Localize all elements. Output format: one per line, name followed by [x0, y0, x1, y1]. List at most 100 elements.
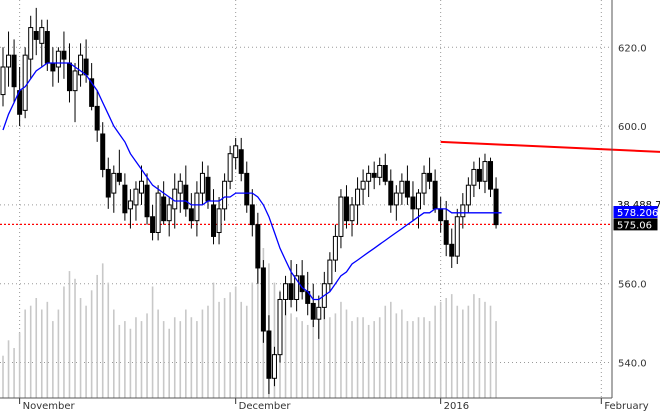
x-tick-label: February — [604, 401, 648, 412]
candle-body-up — [355, 188, 361, 206]
candle-body-down — [266, 330, 272, 379]
candle-body-down — [61, 50, 67, 60]
candle-body-down — [211, 204, 217, 237]
moving-average-line — [2, 62, 502, 301]
candle-body-down — [438, 208, 444, 222]
candle-body-up — [421, 172, 427, 194]
value-label-text: 38,488.76 — [617, 200, 660, 211]
candle-body-down — [371, 172, 377, 178]
candle-body-up — [55, 50, 61, 68]
candle-body-down — [89, 78, 95, 107]
value-label-box — [613, 218, 658, 231]
candle-body-up — [471, 168, 477, 186]
candle-body-down — [410, 196, 416, 210]
candle-body-up — [194, 192, 200, 222]
candle-body-down — [66, 62, 72, 92]
candle-body-up — [399, 180, 405, 194]
candle-body-up — [72, 70, 78, 92]
candle-body-up — [172, 188, 178, 210]
candle-body-down — [288, 283, 294, 300]
candle-body-down — [105, 168, 111, 198]
candle-body-up — [78, 54, 84, 76]
candle-body-up — [155, 192, 161, 233]
candle-body-up — [377, 165, 383, 178]
candle-body-down — [493, 188, 499, 226]
candle-body-down — [404, 180, 410, 198]
candle-body-up — [271, 354, 277, 379]
candle-body-up — [349, 204, 355, 222]
candle-body-down — [244, 172, 250, 206]
trendline — [440, 140, 660, 153]
value-label-box — [613, 206, 658, 219]
candle-body-up — [22, 54, 28, 111]
candle-body-up — [177, 180, 183, 194]
candle-body-down — [144, 184, 150, 218]
x-tick-label: November — [23, 401, 76, 412]
y-tick-label: 600.0 — [618, 122, 647, 133]
candle-body-up — [6, 54, 12, 68]
candle-body-down — [161, 196, 167, 222]
candle-body-up — [332, 235, 338, 261]
y-tick-label: 540.0 — [618, 359, 647, 370]
value-label-text: 578.206 — [617, 208, 658, 219]
candle-body-down — [50, 62, 56, 72]
y-tick-label: 620.0 — [618, 43, 647, 54]
candle-body-down — [382, 165, 388, 182]
candle-body-up — [338, 196, 344, 237]
candle-body-up — [127, 200, 133, 210]
candle-body-up — [393, 192, 399, 206]
candle-body-down — [94, 105, 100, 131]
candle-body-down — [44, 31, 50, 64]
candle-body-down — [488, 161, 494, 190]
candle-body-down — [260, 267, 266, 332]
candle-body-down — [255, 224, 261, 269]
candle-body-up — [216, 208, 222, 233]
candle-body-down — [83, 58, 89, 76]
candle-body-up — [416, 192, 421, 210]
candle-body-down — [183, 184, 189, 210]
candle-body-down — [310, 302, 316, 320]
y-tick-label: 560.0 — [618, 280, 647, 291]
resistance-trendline — [440, 140, 660, 153]
candle-body-up — [222, 180, 228, 210]
candle-body-down — [249, 204, 255, 226]
candles — [0, 7, 499, 395]
candle-body-up — [316, 306, 322, 320]
candle-body-up — [133, 188, 139, 206]
candle-body-down — [11, 54, 17, 88]
candle-body-down — [427, 172, 433, 182]
candle-body-up — [465, 184, 471, 206]
candle-body-up — [0, 66, 6, 96]
candle-body-up — [460, 204, 466, 218]
candle-body-up — [283, 283, 289, 300]
moving-average — [2, 62, 502, 301]
candle-body-up — [277, 298, 283, 356]
candle-body-down — [476, 168, 482, 182]
x-tick-label: 2016 — [444, 401, 469, 412]
candle-body-down — [150, 216, 156, 233]
candle-body-down — [188, 208, 194, 222]
candle-body-up — [294, 275, 300, 300]
candle-body-up — [233, 145, 239, 159]
candle-body-up — [139, 180, 144, 194]
candle-body-down — [238, 149, 244, 174]
candle-body-down — [122, 184, 128, 214]
candle-body-down — [443, 220, 449, 245]
candle-body-up — [482, 161, 488, 182]
candle-body-down — [343, 196, 349, 222]
candle-body-down — [432, 180, 438, 210]
candle-body-down — [388, 180, 394, 206]
candle-body-down — [33, 31, 39, 40]
candle-body-up — [360, 180, 366, 190]
candle-body-up — [199, 172, 205, 194]
candle-body-up — [111, 172, 117, 194]
candle-body-up — [166, 204, 172, 222]
value-label-text: 575.06 — [617, 220, 652, 231]
candle-body-up — [39, 27, 45, 44]
candle-body-down — [116, 172, 122, 182]
candle-body-up — [227, 153, 233, 182]
candle-body-down — [449, 243, 455, 257]
